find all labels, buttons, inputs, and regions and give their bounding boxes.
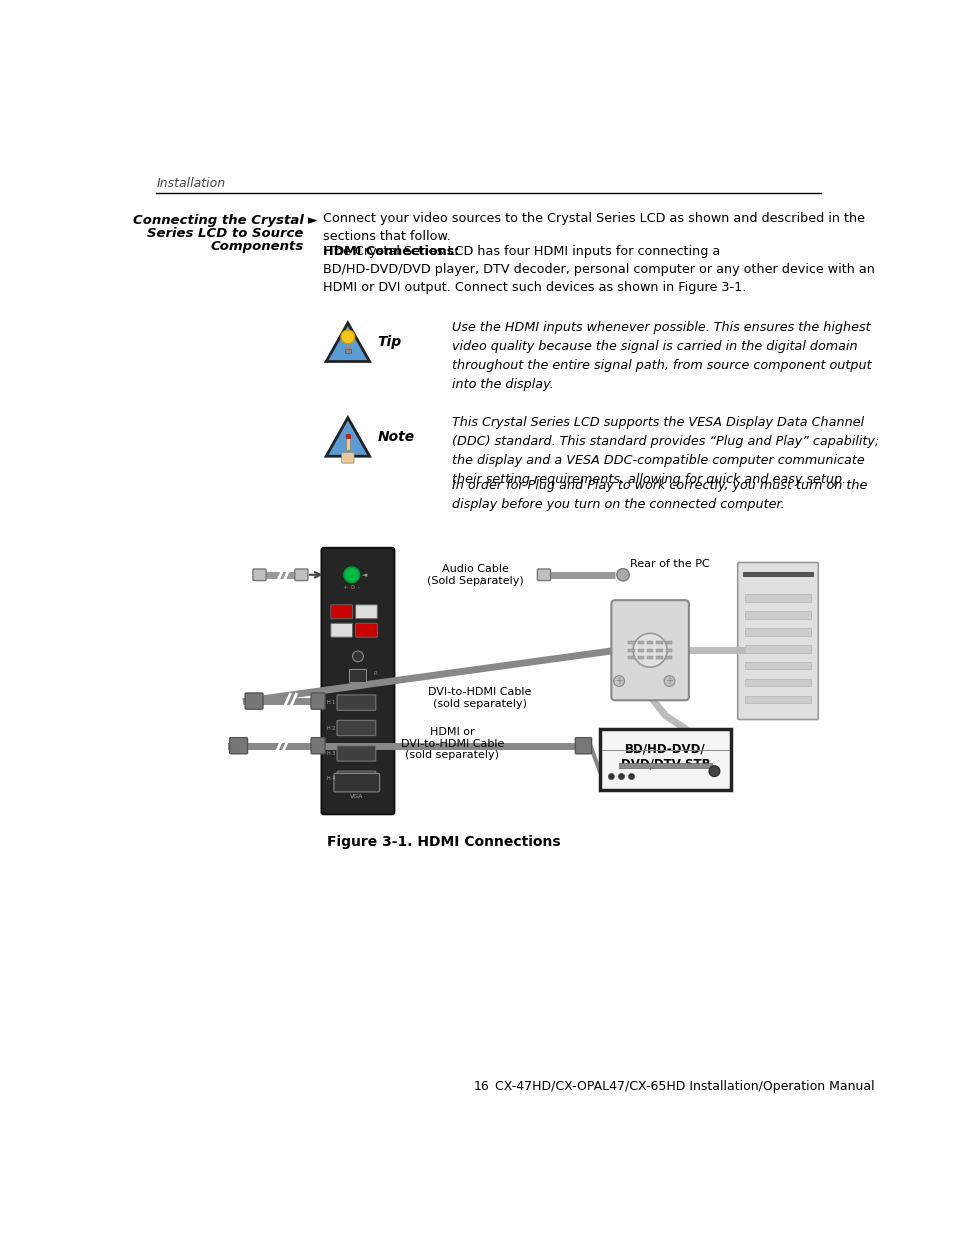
FancyBboxPatch shape [611, 600, 688, 700]
Circle shape [340, 330, 355, 343]
Text: Connect your video sources to the Crystal Series LCD as shown and described in t: Connect your video sources to the Crysta… [323, 212, 864, 243]
Text: +: + [615, 676, 622, 685]
Bar [744, 695, 810, 704]
Text: H 2: H 2 [327, 725, 335, 731]
Bar [628, 641, 634, 645]
Bar [618, 763, 711, 768]
Circle shape [618, 773, 624, 779]
FancyBboxPatch shape [336, 746, 375, 761]
Text: ►: ► [308, 214, 317, 227]
Bar [744, 645, 810, 652]
Text: Components: Components [211, 240, 303, 253]
Polygon shape [326, 324, 369, 362]
Circle shape [608, 773, 614, 779]
FancyBboxPatch shape [230, 737, 247, 753]
Bar [344, 350, 351, 353]
Text: HDMI Connections:: HDMI Connections: [323, 246, 459, 258]
Bar [345, 436, 350, 450]
Bar [345, 433, 350, 437]
FancyBboxPatch shape [253, 569, 266, 580]
Bar [628, 656, 634, 659]
Bar [637, 648, 643, 652]
Bar [637, 656, 643, 659]
Bar [742, 572, 812, 577]
FancyBboxPatch shape [341, 452, 354, 463]
Circle shape [344, 567, 359, 583]
Circle shape [353, 651, 363, 662]
Bar [637, 641, 643, 645]
Text: H 1: H 1 [327, 700, 335, 705]
Text: Installation: Installation [156, 178, 225, 190]
Text: This Crystal Series LCD supports the VESA Display Data Channel
(DDC) standard. T: This Crystal Series LCD supports the VES… [452, 416, 879, 487]
Bar [646, 656, 653, 659]
Text: The Crystal Series LCD has four HDMI inputs for connecting a
BD/HD-DVD/DVD playe: The Crystal Series LCD has four HDMI inp… [323, 246, 874, 294]
Text: Series LCD to Source: Series LCD to Source [147, 227, 303, 240]
Bar [646, 648, 653, 652]
FancyBboxPatch shape [331, 605, 353, 619]
Text: P..: P.. [373, 671, 379, 676]
Circle shape [633, 634, 666, 667]
FancyBboxPatch shape [575, 737, 591, 753]
Text: DVI-to-HDMI Cable
(sold separately): DVI-to-HDMI Cable (sold separately) [428, 687, 531, 709]
Text: CX-47HD/CX-OPAL47/CX-65HD Installation/Operation Manual: CX-47HD/CX-OPAL47/CX-65HD Installation/O… [495, 1079, 874, 1093]
Text: Audio Cable
(Sold Separately): Audio Cable (Sold Separately) [427, 564, 523, 585]
Text: VGA: VGA [350, 794, 363, 799]
Text: Use the HDMI inputs whenever possible. This ensures the highest
video quality be: Use the HDMI inputs whenever possible. T… [452, 321, 871, 391]
FancyBboxPatch shape [311, 737, 325, 753]
FancyBboxPatch shape [311, 693, 325, 709]
Bar [646, 641, 653, 645]
FancyBboxPatch shape [331, 624, 353, 637]
Text: Tip: Tip [377, 335, 401, 350]
Bar [628, 648, 634, 652]
FancyBboxPatch shape [336, 720, 375, 736]
FancyBboxPatch shape [355, 624, 377, 637]
FancyBboxPatch shape [336, 771, 375, 787]
Text: Connecting the Crystal: Connecting the Crystal [132, 214, 303, 227]
Text: + ⊙ -: + ⊙ - [343, 584, 359, 589]
Text: H 4: H 4 [327, 777, 335, 782]
FancyBboxPatch shape [336, 695, 375, 710]
FancyBboxPatch shape [321, 548, 394, 814]
FancyBboxPatch shape [245, 693, 263, 709]
Circle shape [708, 766, 720, 777]
FancyBboxPatch shape [294, 569, 308, 580]
Circle shape [663, 676, 674, 687]
FancyBboxPatch shape [599, 729, 731, 790]
Bar [744, 611, 810, 619]
Text: H 3: H 3 [327, 751, 335, 756]
Circle shape [628, 773, 634, 779]
Text: HDMI or
DVI-to-HDMI Cable
(sold separately): HDMI or DVI-to-HDMI Cable (sold separate… [400, 727, 503, 761]
Bar [744, 627, 810, 636]
Text: 16: 16 [473, 1079, 488, 1093]
Polygon shape [326, 417, 369, 456]
Bar [656, 648, 661, 652]
Bar [656, 641, 661, 645]
Text: Rear of the PC: Rear of the PC [629, 559, 709, 569]
Bar [744, 679, 810, 687]
FancyBboxPatch shape [349, 668, 366, 682]
Bar [744, 594, 810, 601]
Bar [665, 648, 671, 652]
FancyBboxPatch shape [355, 605, 377, 619]
Text: ◄: ◄ [361, 572, 367, 578]
Bar [665, 656, 671, 659]
Text: Note: Note [377, 430, 414, 443]
Circle shape [617, 568, 629, 580]
FancyBboxPatch shape [737, 562, 818, 720]
Text: Figure 3-1. HDMI Connections: Figure 3-1. HDMI Connections [327, 835, 560, 848]
FancyBboxPatch shape [537, 569, 550, 580]
Bar [665, 641, 671, 645]
Bar [656, 656, 661, 659]
FancyBboxPatch shape [334, 773, 379, 792]
Circle shape [613, 676, 624, 687]
Text: In order for Plug and Play to work correctly, you must turn on the
display befor: In order for Plug and Play to work corre… [452, 479, 867, 511]
Text: +: + [665, 676, 673, 685]
Bar [744, 662, 810, 669]
Text: BD/HD-DVD/
DVD/DTV STB: BD/HD-DVD/ DVD/DTV STB [620, 742, 710, 771]
